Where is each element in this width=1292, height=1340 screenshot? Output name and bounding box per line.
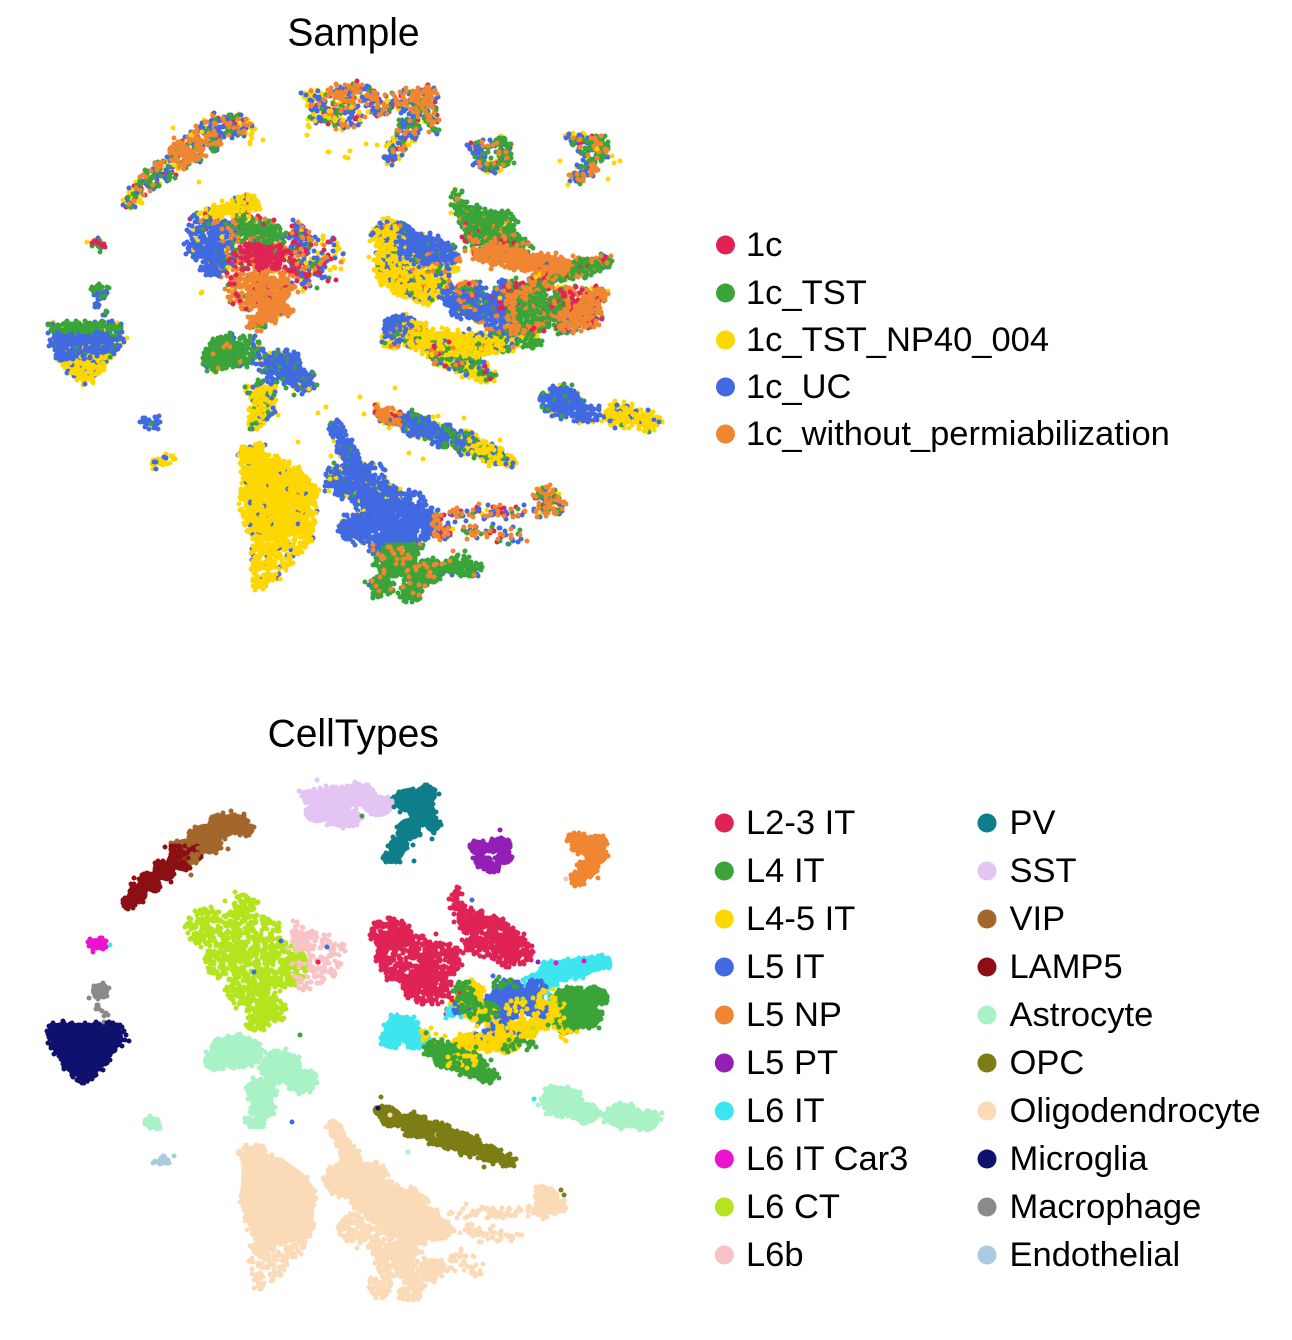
svg-text:VIP: VIP (1010, 900, 1066, 938)
svg-text:CellTypes: CellTypes (268, 713, 439, 756)
svg-text:SST: SST (1010, 852, 1077, 890)
svg-text:L4 IT: L4 IT (746, 852, 825, 890)
svg-text:1c_TST: 1c_TST (746, 274, 867, 312)
svg-text:L6 CT: L6 CT (746, 1188, 840, 1226)
svg-text:LAMP5: LAMP5 (1010, 948, 1123, 986)
svg-text:L5 IT: L5 IT (746, 948, 825, 986)
svg-text:1c_without_permiabilization: 1c_without_permiabilization (746, 415, 1170, 453)
svg-text:L5 PT: L5 PT (746, 1044, 838, 1082)
svg-text:L2-3 IT: L2-3 IT (746, 804, 855, 842)
svg-text:L6 IT Car3: L6 IT Car3 (746, 1140, 908, 1178)
svg-text:L6 IT: L6 IT (746, 1092, 825, 1130)
svg-text:Oligodendrocyte: Oligodendrocyte (1010, 1092, 1261, 1130)
svg-text:Sample: Sample (287, 12, 419, 55)
svg-text:1c_UC: 1c_UC (746, 368, 851, 406)
svg-text:PV: PV (1010, 804, 1056, 842)
svg-text:L4-5 IT: L4-5 IT (746, 900, 855, 938)
svg-text:L5 NP: L5 NP (746, 996, 842, 1034)
svg-text:Microglia: Microglia (1010, 1140, 1149, 1178)
svg-text:L6b: L6b (746, 1236, 804, 1274)
svg-text:Endothelial: Endothelial (1010, 1236, 1181, 1274)
svg-text:1c: 1c (746, 226, 782, 264)
svg-text:OPC: OPC (1010, 1044, 1085, 1082)
svg-text:1c_TST_NP40_004: 1c_TST_NP40_004 (746, 321, 1049, 359)
svg-text:Astrocyte: Astrocyte (1010, 996, 1154, 1034)
svg-text:Macrophage: Macrophage (1010, 1188, 1202, 1226)
